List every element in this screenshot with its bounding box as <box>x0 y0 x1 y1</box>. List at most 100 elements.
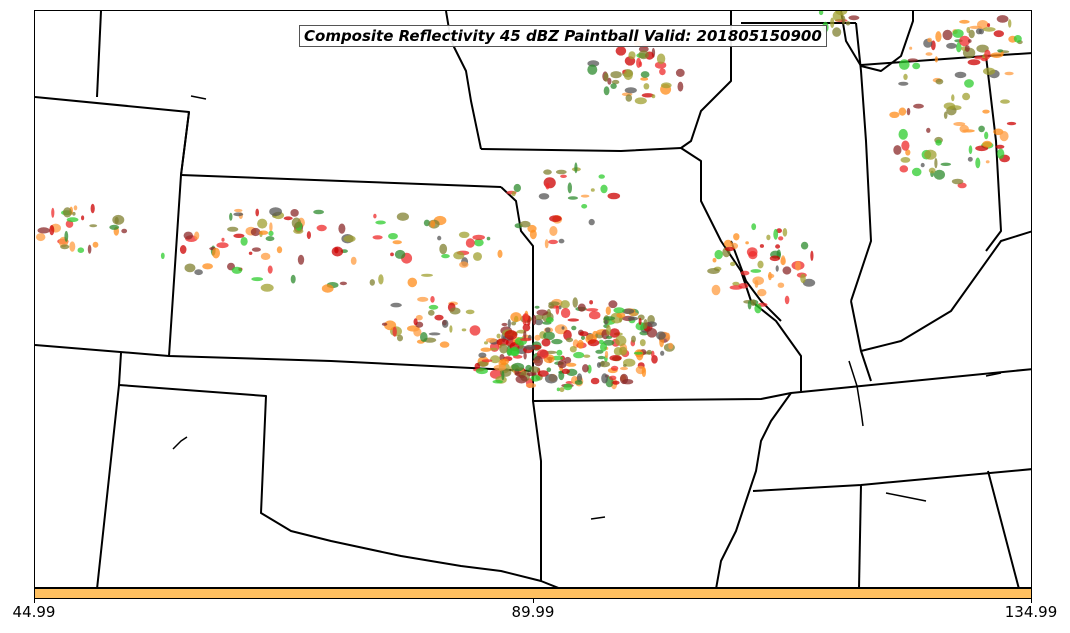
paintball-blob <box>619 346 628 356</box>
paintball-blob <box>775 244 781 249</box>
paintball-blob <box>525 364 532 372</box>
paintball-blob <box>926 127 931 133</box>
paintball-blob <box>666 332 671 341</box>
paintball-blob <box>841 15 846 25</box>
paintball-blob <box>899 59 910 70</box>
paintball-blob <box>559 387 565 393</box>
paintball-blob <box>730 261 736 267</box>
paintball-blob <box>582 364 589 373</box>
paintball-blob <box>588 311 601 320</box>
paintball-blob <box>541 338 551 347</box>
paintball-blob <box>610 83 617 89</box>
paintball-blob <box>566 362 577 367</box>
paintball-blob <box>202 263 214 270</box>
paintball-blob <box>766 234 771 241</box>
paintball-blob <box>622 308 635 315</box>
paintball-blob <box>927 37 932 43</box>
paintball-blob <box>907 58 918 62</box>
paintball-blob <box>729 285 743 290</box>
paintball-blob <box>601 373 608 384</box>
paintball-blob <box>953 122 966 126</box>
paintball-blob <box>784 295 790 305</box>
paintball-blob <box>587 339 600 347</box>
paintball-blob <box>589 300 593 305</box>
paintball-blob <box>610 365 619 371</box>
paintball-blob <box>898 81 909 86</box>
paintball-blob <box>523 351 527 360</box>
paintball-blob <box>179 245 187 254</box>
paintball-blob <box>194 231 200 240</box>
paintball-blob <box>428 309 435 316</box>
paintball-blob <box>316 224 327 232</box>
paintball-blob <box>643 319 648 329</box>
paintball-blob <box>810 250 814 261</box>
paintball-blob <box>475 367 488 375</box>
paintball-blob <box>767 273 775 279</box>
paintball-blob <box>439 243 448 255</box>
paintball-blob <box>555 169 567 175</box>
paintball-blob <box>962 92 971 101</box>
paintball-blob <box>545 327 551 333</box>
paintball-blob <box>598 174 605 179</box>
paintball-blob <box>497 249 503 258</box>
state-borders <box>35 11 1031 587</box>
paintball-blob <box>625 94 633 102</box>
paintball-blob <box>752 276 764 286</box>
paintball-blob <box>60 244 70 250</box>
colorbar-tick-label-mid: 89.99 <box>511 603 555 621</box>
paintball-blob <box>538 193 550 200</box>
paintball-blob <box>522 323 531 332</box>
paintball-blob <box>496 333 501 339</box>
paintball-blob <box>748 251 758 260</box>
paintball-blob <box>982 109 990 114</box>
paintball-blob <box>596 362 602 368</box>
paintball-blob <box>501 322 508 327</box>
paintball-blob <box>523 330 527 340</box>
paintball-blob <box>585 308 599 312</box>
paintball-blob <box>381 322 388 326</box>
paintball-blob <box>750 269 762 273</box>
paintball-blob <box>513 183 521 193</box>
paintball-blob <box>623 364 627 367</box>
paintball-blob <box>496 338 509 346</box>
paintball-blob <box>600 184 608 194</box>
paintball-blob <box>522 313 529 322</box>
paintball-blob <box>265 236 275 242</box>
paintball-blob <box>675 68 685 77</box>
paintball-blob <box>560 300 570 309</box>
paintball-blob <box>551 338 563 345</box>
paintball-blob <box>472 234 486 240</box>
paintball-blob <box>968 145 973 155</box>
paintball-blob <box>656 53 666 65</box>
paintball-blob <box>782 266 792 275</box>
paintball-blob <box>267 265 273 274</box>
paintball-blob <box>590 188 595 192</box>
paintball-blob <box>934 56 939 63</box>
paintball-blob <box>997 148 1005 159</box>
paintball-blob <box>534 314 544 321</box>
paintball-blob <box>490 355 501 364</box>
paintball-blob <box>818 11 824 16</box>
colorbar-tick-label-min: 44.99 <box>12 603 56 621</box>
paintball-blob <box>913 103 924 109</box>
paintball-blob <box>525 383 537 388</box>
paintball-blob <box>480 347 492 352</box>
paintball-blob <box>615 46 627 56</box>
paintball-blob <box>590 377 600 385</box>
paintball-blob <box>952 29 964 38</box>
paintball-blob <box>951 94 955 102</box>
paintball-blob <box>331 246 344 257</box>
paintball-blob <box>545 182 550 190</box>
paintball-blob <box>499 343 508 354</box>
paintball-blob <box>609 375 617 381</box>
paintball-blob <box>212 247 220 259</box>
paintball-blob <box>73 205 78 211</box>
paintball-blob <box>924 149 937 160</box>
paintball-blob <box>990 52 1003 58</box>
paintball-blob <box>651 94 656 99</box>
paintball-blob <box>413 327 422 337</box>
paintball-blob <box>995 144 1005 149</box>
paintball-blob <box>112 214 125 225</box>
paintball-blob <box>597 355 605 360</box>
paintball-blob <box>543 169 552 175</box>
